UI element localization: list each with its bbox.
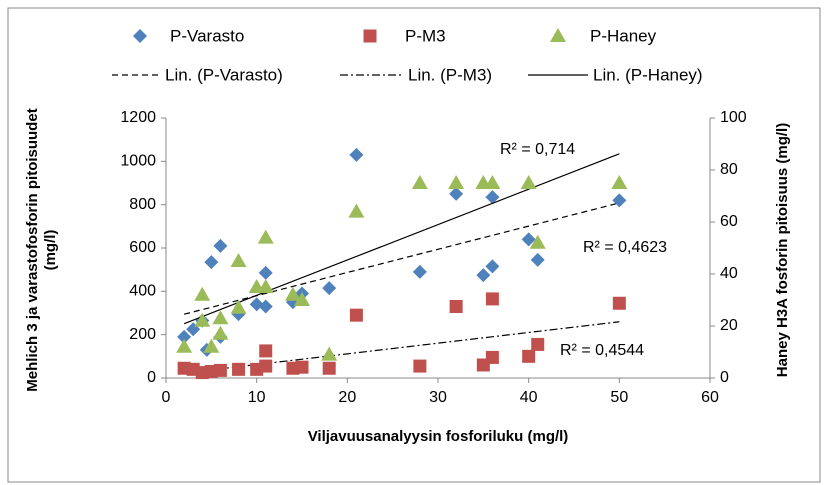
marker-triangle bbox=[203, 338, 220, 353]
marker-diamond bbox=[177, 329, 192, 344]
marker-diamond bbox=[322, 281, 337, 296]
marker-diamond bbox=[530, 252, 545, 267]
marker-square bbox=[295, 360, 309, 374]
legend-marker bbox=[133, 29, 147, 43]
marker-triangle bbox=[520, 175, 537, 189]
y-axis-title: Mehlich 3 ja varastofosforin pitoisuudet… bbox=[24, 108, 59, 391]
marker-square bbox=[232, 362, 246, 376]
marker-square bbox=[322, 361, 336, 375]
marker-square bbox=[485, 292, 499, 306]
legend-marker bbox=[363, 29, 377, 43]
y-tick-label: 800 bbox=[129, 196, 156, 213]
marker-square bbox=[449, 300, 463, 313]
marker-square bbox=[259, 359, 273, 373]
r2-label: R² = 0,714 bbox=[500, 141, 575, 158]
legend-label: Lin. (P-Varasto) bbox=[165, 65, 283, 84]
marker-triangle bbox=[321, 346, 338, 361]
x-tick-label: 30 bbox=[429, 389, 447, 406]
marker-triangle bbox=[212, 325, 229, 340]
marker-triangle bbox=[411, 175, 428, 189]
legend-label: Lin. (P-Haney) bbox=[593, 65, 703, 84]
x-tick-label: 50 bbox=[610, 389, 628, 406]
marker-diamond bbox=[521, 232, 536, 247]
legend-label: P-Varasto bbox=[170, 26, 244, 45]
y-axis-title-line: Mehlich 3 ja varastofosforin pitoisuudet bbox=[24, 108, 41, 391]
marker-triangle bbox=[294, 292, 310, 306]
y2-tick-label: 0 bbox=[720, 369, 729, 386]
y2-tick-label: 100 bbox=[720, 109, 747, 126]
marker-triangle bbox=[212, 310, 229, 325]
legend-label: P-M3 bbox=[405, 26, 446, 45]
y2-tick-label: 40 bbox=[720, 265, 738, 282]
marker-diamond bbox=[449, 186, 464, 201]
marker-triangle bbox=[230, 253, 247, 267]
x-tick-label: 60 bbox=[701, 389, 719, 406]
marker-diamond bbox=[258, 299, 273, 314]
marker-triangle bbox=[194, 286, 211, 301]
marker-square bbox=[259, 344, 273, 358]
legend-label: Lin. (P-M3) bbox=[408, 65, 492, 84]
marker-diamond bbox=[612, 193, 627, 208]
marker-square bbox=[531, 337, 545, 351]
x-tick-label: 20 bbox=[338, 389, 356, 406]
y-axis-title-line: (mg/l) bbox=[42, 230, 59, 271]
marker-square bbox=[349, 308, 363, 322]
marker-square bbox=[612, 296, 626, 310]
marker-diamond bbox=[485, 259, 500, 274]
marker-triangle bbox=[257, 279, 274, 293]
y-tick-label: 1200 bbox=[120, 109, 156, 126]
marker-diamond bbox=[258, 265, 273, 280]
marker-square bbox=[413, 359, 427, 373]
y2-tick-label: 60 bbox=[720, 213, 738, 230]
x-tick-label: 40 bbox=[520, 389, 538, 406]
y2-tick-label: 80 bbox=[720, 161, 738, 178]
legend-label: P-Haney bbox=[590, 26, 657, 45]
marker-triangle bbox=[284, 286, 301, 301]
marker-square bbox=[213, 363, 227, 377]
r2-label: R² = 0,4623 bbox=[583, 239, 667, 256]
marker-diamond bbox=[476, 268, 491, 283]
marker-diamond bbox=[412, 264, 427, 279]
y-tick-label: 0 bbox=[147, 369, 156, 386]
x-tick-label: 10 bbox=[248, 389, 266, 406]
y-tick-label: 400 bbox=[129, 283, 156, 300]
marker-diamond bbox=[485, 190, 500, 205]
marker-triangle bbox=[448, 175, 465, 189]
x-tick-label: 0 bbox=[162, 389, 171, 406]
marker-triangle bbox=[257, 229, 274, 244]
y2-axis-title: Haney H3A fosforin pitoisuus (mg/l) bbox=[774, 123, 791, 377]
marker-diamond bbox=[213, 238, 228, 253]
marker-triangle bbox=[611, 175, 628, 189]
r2-label: R² = 0,4544 bbox=[560, 342, 644, 359]
legend-marker bbox=[550, 28, 566, 42]
trendline bbox=[183, 153, 620, 325]
marker-square bbox=[522, 349, 536, 363]
trendline bbox=[184, 321, 620, 374]
marker-square bbox=[485, 350, 499, 364]
marker-triangle bbox=[230, 299, 247, 314]
marker-diamond bbox=[204, 255, 219, 270]
x-axis-title: Viljavuusanalyysin fosforiluku (mg/l) bbox=[308, 428, 569, 445]
marker-diamond bbox=[349, 147, 364, 162]
marker-triangle bbox=[529, 234, 546, 249]
marker-triangle bbox=[176, 338, 193, 353]
y2-tick-label: 20 bbox=[720, 317, 738, 334]
y-tick-label: 1000 bbox=[120, 153, 156, 170]
y-tick-label: 600 bbox=[129, 239, 156, 256]
y-tick-label: 200 bbox=[129, 326, 156, 343]
chart-frame bbox=[7, 7, 821, 483]
marker-triangle bbox=[194, 312, 211, 327]
marker-triangle bbox=[484, 175, 501, 189]
marker-triangle bbox=[348, 203, 365, 218]
